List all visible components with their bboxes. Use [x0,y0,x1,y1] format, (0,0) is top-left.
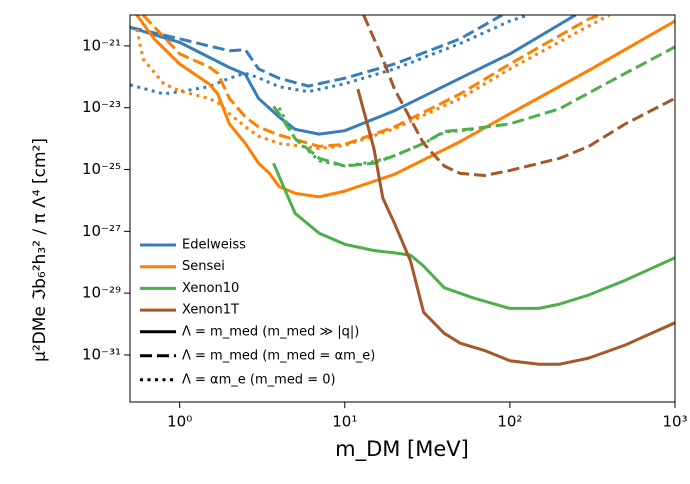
y-tick-label: 10⁻²³ [82,98,121,116]
series-line [272,162,675,310]
legend-label: Edelweiss [182,238,246,253]
series-line [277,107,474,168]
y-tick-label: 10⁻³¹ [82,345,121,363]
plot-area [130,15,675,366]
x-tick-label: 10³ [662,413,687,431]
y-tick-label: 10⁻²⁵ [82,160,121,178]
series-line [130,15,530,96]
series-line [130,15,504,88]
x-axis-label: m_DM [MeV] [335,437,469,462]
series-line [356,88,675,366]
legend-label: Sensei [182,259,225,274]
x-tick-label: 10² [497,413,522,431]
legend-label: Xenon1T [182,303,239,318]
y-axis-label: μ²DMe ℑb₆²h₃² / π Λ⁴ [cm²] [30,138,50,362]
y-tick-label: 10⁻²¹ [82,36,121,54]
series-line [135,15,675,199]
series-line [142,15,601,148]
x-tick-label: 10⁰ [167,413,192,431]
y-tick-label: 10⁻²⁷ [82,222,121,240]
series-line [362,15,675,177]
legend-label: Λ = m_med (m_med ≫ |q|) [182,324,359,339]
legend-label: Λ = αm_e (m_med = 0) [182,372,336,387]
legend-label: Xenon10 [182,281,239,296]
legend-label: Λ = m_med (m_med = αm_e) [182,348,375,363]
series-line [135,15,611,150]
y-tick-label: 10⁻²⁹ [82,284,121,302]
x-tick-label: 10¹ [332,413,357,431]
plot-frame [129,14,676,403]
series-line [130,15,577,136]
